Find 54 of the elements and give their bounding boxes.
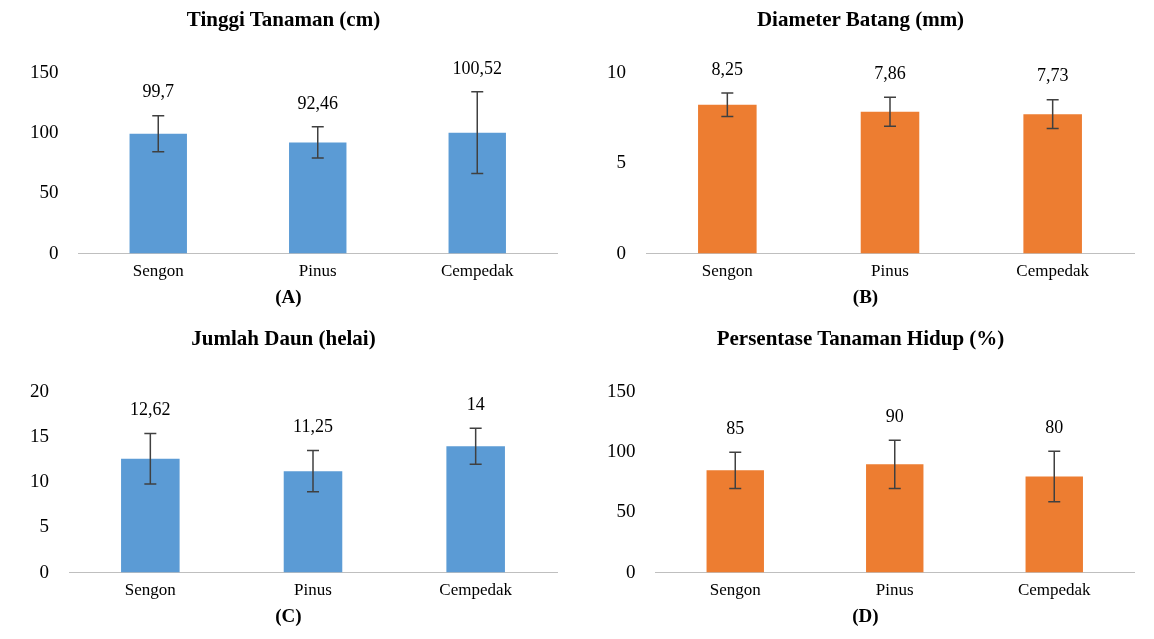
x-tick-label: Pinus — [871, 261, 909, 281]
y-tick-label: 0 — [49, 241, 59, 263]
x-tick-label: Sengon — [124, 580, 177, 600]
y-tick-label: 100 — [607, 440, 636, 462]
y-tick-label: 10 — [30, 470, 49, 492]
x-tick-label: Sengon — [701, 261, 754, 281]
chart-title: Diameter Batang (mm) — [756, 7, 965, 32]
x-tick-label: Cempedak — [440, 261, 515, 281]
x-tick-label: Cempedak — [1017, 580, 1092, 600]
y-tick-label: 150 — [607, 380, 636, 402]
data-label: 80 — [1045, 416, 1064, 437]
y-tick-label: 5 — [616, 151, 626, 173]
y-tick-label: 5 — [39, 515, 49, 537]
x-tick-label: Pinus — [294, 580, 332, 600]
x-tick-label: Cempedak — [439, 580, 513, 600]
y-tick-label: 50 — [39, 181, 59, 203]
text: (D) — [851, 605, 880, 627]
bar — [121, 458, 180, 573]
y-tick-label: 0 — [39, 560, 49, 582]
data-label: 90 — [885, 406, 904, 427]
y-tick-label: 15 — [30, 425, 49, 447]
bar — [706, 470, 764, 573]
text: (A) — [274, 286, 303, 308]
x-tick-label: Sengon — [709, 580, 762, 600]
y-tick-label: 10 — [607, 61, 626, 83]
y-tick-label: 0 — [626, 560, 636, 582]
x-tick-label: Pinus — [875, 580, 914, 600]
data-label: 100,52 — [452, 57, 502, 78]
text: (C) — [274, 605, 303, 627]
data-label: 12,62 — [130, 399, 171, 420]
data-label: 99,7 — [142, 81, 174, 102]
y-tick-label: 150 — [30, 61, 59, 83]
data-label: 7,73 — [1036, 65, 1069, 86]
data-label: 85 — [726, 418, 745, 439]
data-label: 92,46 — [297, 92, 338, 113]
data-label: 14 — [466, 394, 485, 415]
bar — [283, 471, 343, 573]
chart-title: Jumlah Daun (helai) — [191, 326, 376, 351]
y-tick-label: 0 — [616, 241, 626, 263]
y-tick-label: 100 — [30, 121, 59, 143]
y-tick-label: 20 — [30, 380, 49, 402]
x-tick-label: Pinus — [298, 261, 337, 281]
data-label: 7,86 — [874, 63, 906, 84]
x-tick-label: Cempedak — [1016, 261, 1090, 281]
chart-title: Tinggi Tanaman (cm) — [186, 7, 381, 32]
text: (B) — [851, 286, 880, 308]
chart-title: Persentase Tanaman Hidup (%) — [716, 326, 1005, 351]
bar — [1025, 476, 1083, 573]
bar — [446, 446, 505, 573]
data-label: 8,25 — [711, 58, 744, 79]
bar — [866, 464, 924, 573]
y-tick-label: 50 — [616, 500, 636, 522]
data-label: 11,25 — [293, 416, 333, 437]
x-tick-label: Sengon — [132, 261, 185, 281]
